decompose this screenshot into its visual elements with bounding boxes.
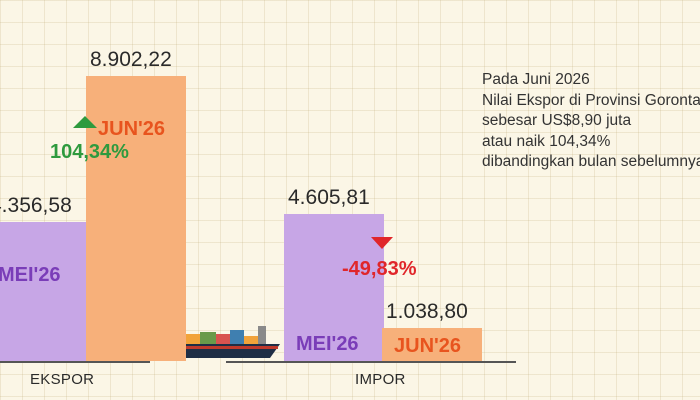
- change-label: -49,83%: [342, 258, 417, 280]
- baseline: [0, 361, 150, 363]
- value-label: 4.356,58: [0, 194, 72, 217]
- baseline: [226, 361, 516, 363]
- summary-note: Pada Juni 2026 Nilai Ekspor di Provinsi …: [482, 70, 700, 173]
- value-label: 4.605,81: [288, 186, 370, 209]
- triangle-up-icon: [73, 116, 97, 128]
- bar-ekspor-jun: [86, 76, 186, 361]
- note-line: sebesar US$8,90 juta: [482, 112, 632, 129]
- bar-label: MEI'26: [0, 264, 61, 286]
- category-label: IMPOR: [355, 371, 406, 388]
- bar-label: JUN'26: [98, 118, 166, 140]
- note-line: Nilai Ekspor di Provinsi Gorontalo: [482, 91, 700, 109]
- category-label: EKSPOR: [30, 371, 95, 388]
- bar-impor-jun: [382, 328, 482, 361]
- bar-impor-mei: [284, 214, 384, 361]
- bar-label: MEI'26: [296, 333, 359, 355]
- value-label: 1.038,80: [386, 300, 468, 323]
- note-line: Pada Juni 2026: [482, 71, 590, 88]
- bar-ekspor-mei: [0, 222, 86, 361]
- change-label: 104,34%: [50, 141, 129, 163]
- value-label: 8.902,22: [90, 48, 172, 71]
- triangle-down-icon: [371, 237, 393, 249]
- bar-label: JUN'26: [394, 335, 462, 357]
- note-line: dibandingkan bulan sebelumnya.: [482, 153, 700, 170]
- note-line: atau naik 104,34%: [482, 132, 611, 150]
